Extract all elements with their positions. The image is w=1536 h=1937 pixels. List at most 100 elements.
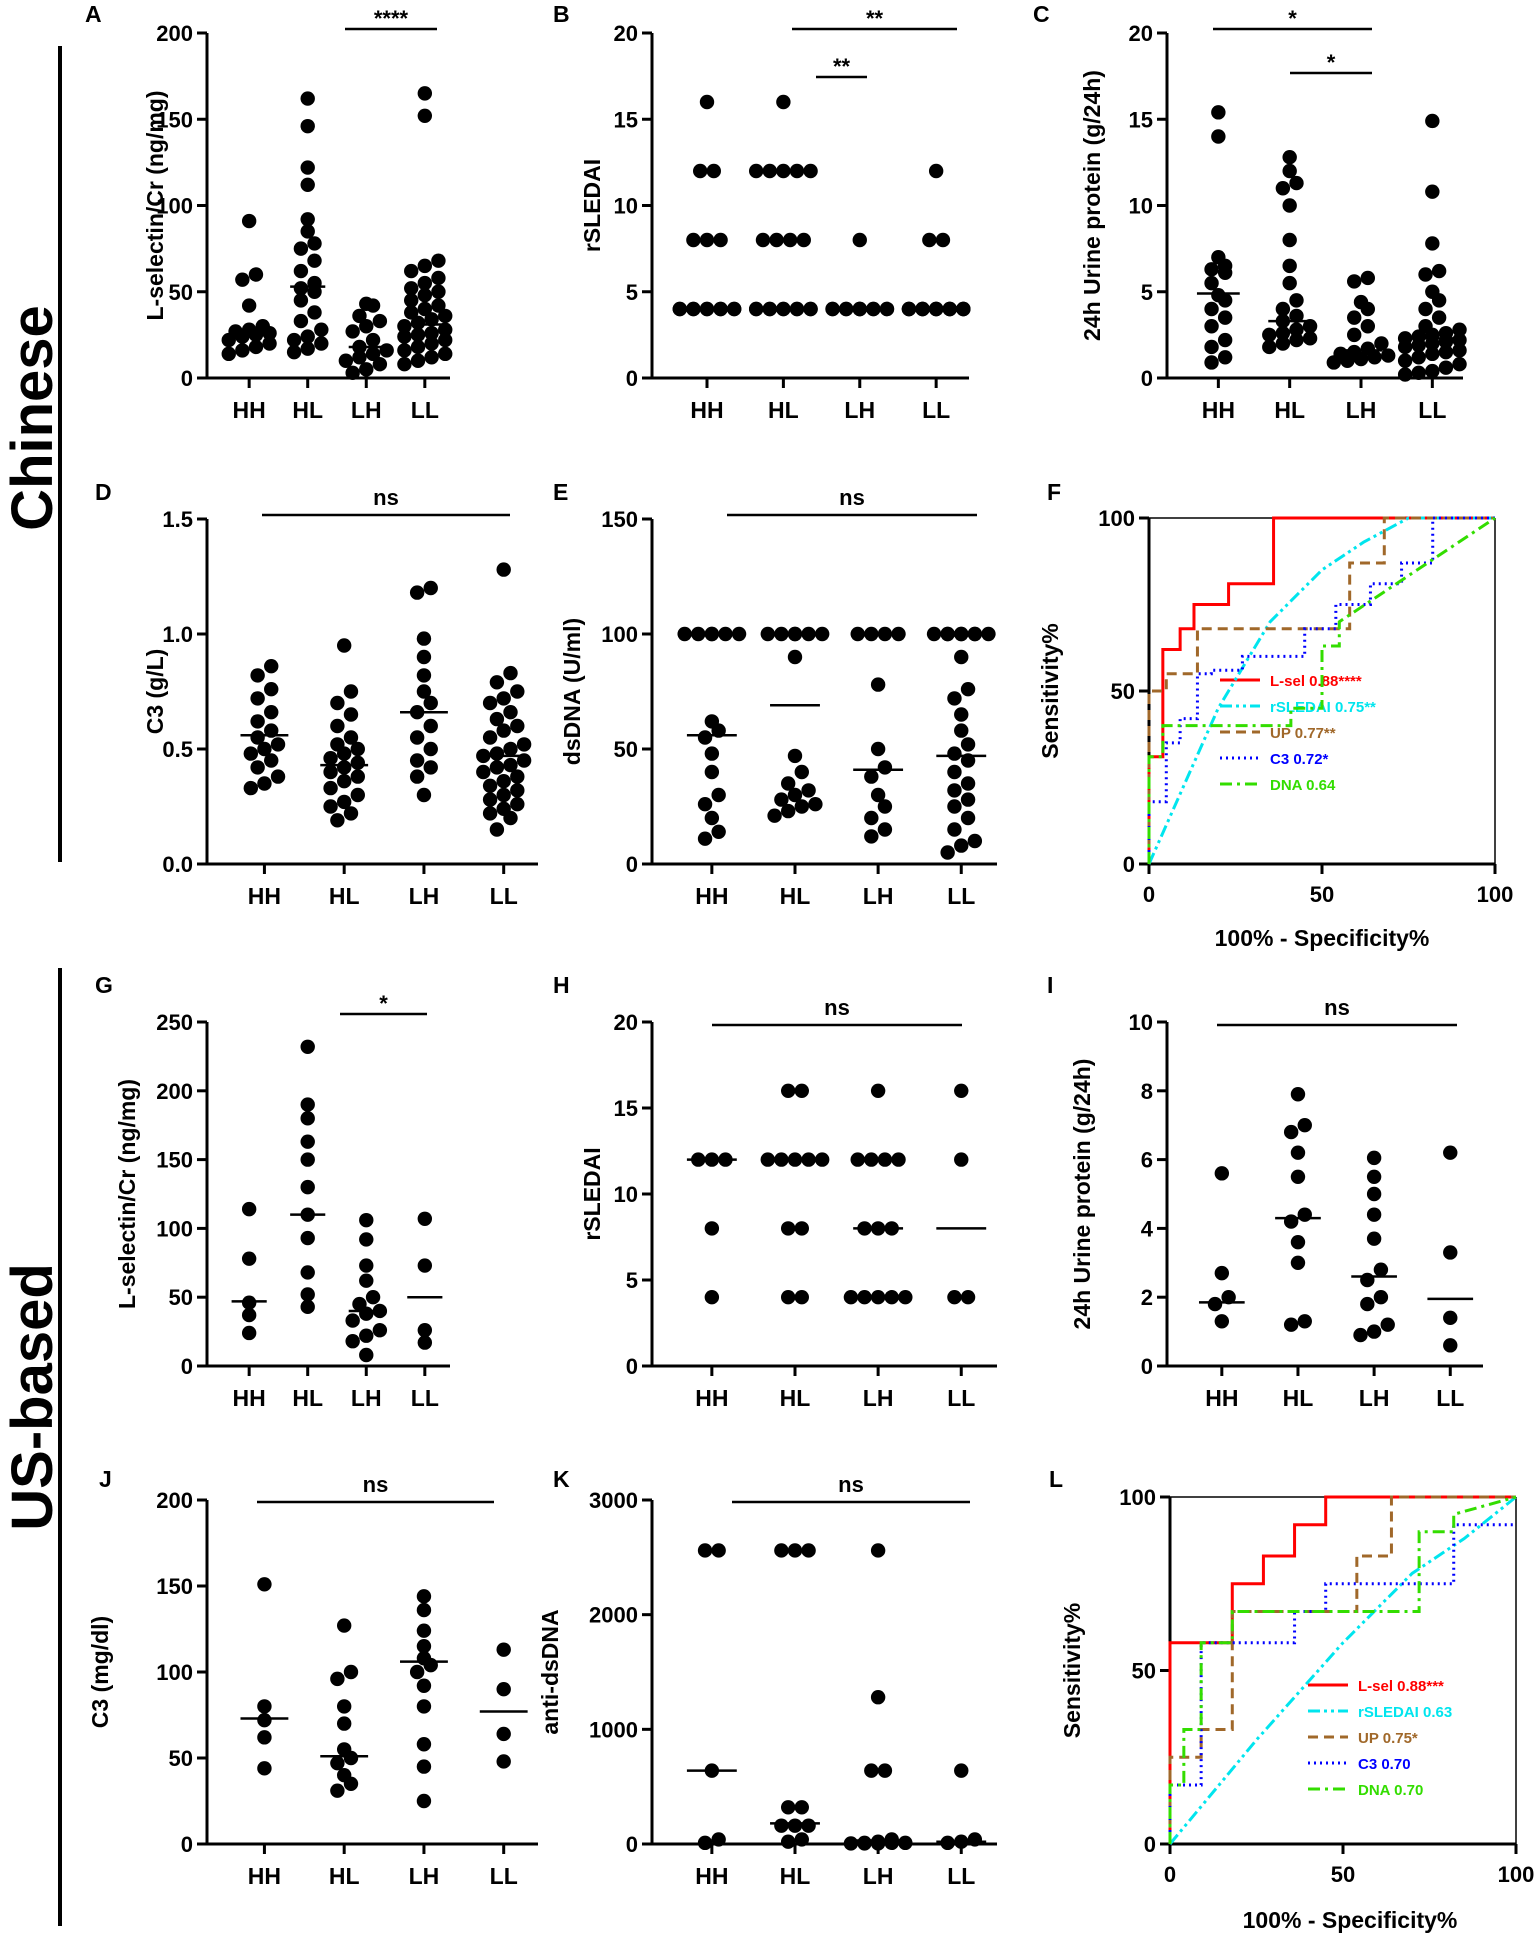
panel-letter: I [1047,972,1053,998]
panel-k: K 0 1000 2000 3000 anti-dsDNA HH HL LH LL ns [537,1466,997,1889]
y-tick-label: 100 [601,622,638,647]
data-point [870,1290,886,1305]
data-point [803,163,818,179]
data-point [431,284,446,299]
data-point [704,1290,720,1305]
data-point [1425,363,1440,379]
data-point [1425,236,1440,251]
x-tick-label: HH [695,1385,728,1411]
data-point [787,626,803,642]
data-point [359,1258,374,1273]
data-point [417,301,433,317]
y-tick-label: 150 [601,507,638,532]
data-point [330,1755,345,1771]
data-point [711,787,726,803]
data-point [323,751,338,766]
data-point [248,339,264,355]
x-tick-label: HL [780,1385,811,1411]
panel-a: A 0 50 100 150 200 L-selectin/Cr (ng/mg) HH HL LH… [85,1,453,423]
data-point [343,806,359,821]
significance-label: ns [363,1472,389,1497]
data-point [503,741,518,757]
data-point [864,1763,879,1778]
x-tick-label: HL [292,397,323,423]
data-point [947,822,962,837]
data-point [954,838,969,853]
y-tick-label: 50 [1111,679,1135,704]
data-point [496,774,511,789]
data-point [496,723,511,738]
data-point [336,1768,352,1783]
data-point [416,1678,432,1693]
x-tick-label: LH [863,1863,894,1889]
data-point [416,1623,432,1638]
data-point [1282,275,1297,291]
data-point [706,163,721,179]
data-point [300,329,315,344]
data-point [307,305,322,320]
data-point [1425,184,1440,199]
data-point [1289,308,1304,324]
panel-letter: H [553,972,570,998]
roc-line [1147,516,1496,864]
data-point [496,691,511,706]
data-point [241,298,257,313]
data-point [255,319,270,334]
data-point [704,1221,720,1236]
data-point [1397,353,1413,368]
roc-line [1147,516,1495,864]
data-point [359,1347,374,1363]
data-point [1431,310,1447,325]
data-point [330,718,345,734]
data-point [870,677,886,692]
data-point [954,1083,969,1099]
panel-letter: F [1047,479,1061,505]
data-point [482,778,498,793]
data-point [677,626,692,642]
data-point [1290,1087,1306,1102]
legend-label: C3 0.72* [1270,751,1329,768]
data-point [359,1212,374,1228]
data-point [767,808,782,823]
significance-label: * [379,991,388,1016]
data-point [954,707,969,722]
y-tick-label: 200 [156,1488,193,1513]
y-tick-label: 50 [614,737,638,762]
data-point [300,91,315,106]
data-point [510,769,525,784]
data-point [1397,331,1413,346]
data-point [241,1325,257,1341]
data-point [1217,332,1233,348]
y-tick-label: 0 [181,366,193,391]
data-point [748,163,764,179]
data-point [794,1800,809,1815]
data-point [423,718,438,734]
x-tick-label: HL [1283,1385,1314,1411]
x-tick-label: LL [1436,1385,1464,1411]
data-point [257,1712,272,1728]
data-point [1366,1150,1382,1166]
y-tick-label: 100 [1098,506,1135,531]
data-point [1204,262,1219,277]
data-point [787,649,803,665]
data-point [416,1699,432,1714]
y-tick-label: 5 [626,1268,638,1293]
data-point [697,1543,713,1558]
data-point [410,327,426,343]
data-point [352,308,367,324]
data-point [922,232,937,248]
x-tick-label: HH [233,1385,266,1411]
data-point [877,760,893,775]
data-point [808,797,823,812]
x-tick-label: HL [768,397,799,423]
y-tick-label: 20 [614,1010,638,1035]
data-point [787,748,803,764]
x-tick-label: LH [863,883,894,909]
data-point [825,301,840,317]
data-point [774,1543,789,1558]
data-point [857,1835,872,1851]
x-tick-label: LL [947,1385,975,1411]
data-point [372,313,388,329]
data-point [423,580,438,596]
data-point [870,1083,886,1099]
